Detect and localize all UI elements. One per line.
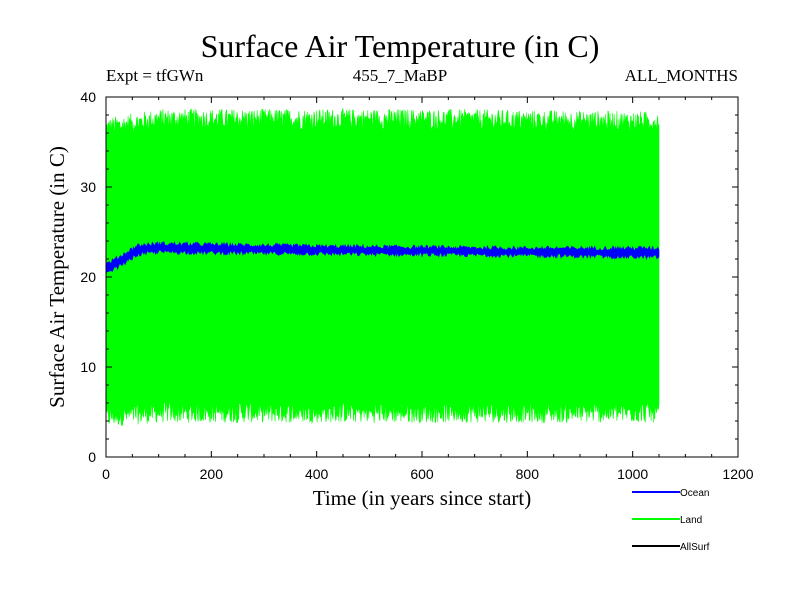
x-tick-label: 1000 (617, 466, 648, 482)
x-tick-label: 200 (200, 466, 224, 482)
legend-label-allsurf: AllSurf (680, 542, 710, 553)
y-axis-label: Surface Air Temperature (in C) (45, 146, 69, 408)
legend: Ocean Land AllSurf (632, 488, 710, 553)
x-tick-label: 1200 (722, 466, 753, 482)
legend-label-ocean: Ocean (680, 488, 709, 499)
y-tick-label: 30 (80, 179, 96, 195)
y-tick-label: 0 (88, 449, 96, 465)
x-tick-label: 800 (516, 466, 540, 482)
x-tick-label: 0 (102, 466, 110, 482)
axes-layer: 0 200 400 600 800 1000 1200 0 10 20 30 40 (80, 89, 753, 482)
series-land-band (105, 108, 660, 426)
x-axis-label: Time (in years since start) (313, 486, 532, 510)
run-label: 455_7_MaBP (352, 66, 448, 85)
y-tick-label: 40 (80, 89, 96, 105)
experiment-label: Expt = tfGWn (106, 66, 204, 85)
legend-label-land: Land (680, 515, 702, 526)
data-layer (105, 108, 660, 426)
chart-title: Surface Air Temperature (in C) (200, 28, 600, 64)
x-tick-label: 600 (410, 466, 434, 482)
y-tick-label: 10 (80, 359, 96, 375)
months-label: ALL_MONTHS (624, 66, 738, 85)
x-tick-label: 400 (305, 466, 329, 482)
y-tick-label: 20 (80, 269, 96, 285)
series-ocean-band (105, 241, 660, 275)
